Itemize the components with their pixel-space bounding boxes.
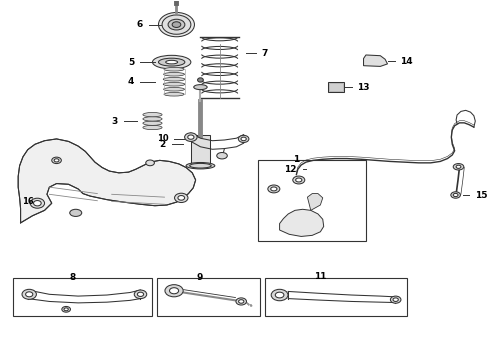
- Ellipse shape: [238, 135, 249, 143]
- Text: 1: 1: [293, 155, 299, 164]
- Polygon shape: [364, 55, 388, 66]
- Ellipse shape: [164, 67, 184, 71]
- Ellipse shape: [164, 72, 185, 76]
- Ellipse shape: [391, 296, 401, 303]
- Ellipse shape: [236, 298, 246, 305]
- Text: 8: 8: [69, 273, 75, 282]
- Ellipse shape: [137, 292, 144, 296]
- Ellipse shape: [143, 112, 162, 117]
- Text: 11: 11: [314, 272, 327, 281]
- Ellipse shape: [165, 285, 183, 297]
- Bar: [258, 160, 366, 241]
- Ellipse shape: [164, 93, 184, 96]
- Ellipse shape: [146, 160, 154, 166]
- Ellipse shape: [271, 289, 288, 301]
- Ellipse shape: [293, 176, 305, 184]
- Text: 7: 7: [262, 49, 268, 58]
- Ellipse shape: [162, 15, 191, 34]
- Ellipse shape: [197, 78, 203, 82]
- Ellipse shape: [158, 13, 195, 37]
- Text: 6: 6: [137, 20, 143, 29]
- Ellipse shape: [451, 192, 461, 198]
- Text: 13: 13: [357, 83, 370, 92]
- Ellipse shape: [241, 137, 246, 141]
- Ellipse shape: [170, 288, 179, 294]
- Ellipse shape: [393, 298, 398, 301]
- Ellipse shape: [166, 60, 178, 64]
- Ellipse shape: [158, 58, 185, 66]
- Ellipse shape: [164, 87, 185, 91]
- Ellipse shape: [143, 117, 162, 121]
- Text: 5: 5: [128, 58, 134, 67]
- Text: 15: 15: [475, 190, 488, 199]
- Ellipse shape: [163, 77, 185, 81]
- Polygon shape: [307, 194, 323, 210]
- Ellipse shape: [143, 125, 162, 130]
- Polygon shape: [280, 209, 324, 237]
- Ellipse shape: [270, 187, 277, 191]
- Ellipse shape: [168, 19, 185, 30]
- Ellipse shape: [22, 289, 36, 299]
- Ellipse shape: [453, 193, 458, 197]
- Ellipse shape: [163, 82, 185, 86]
- Ellipse shape: [456, 165, 461, 168]
- Text: 14: 14: [400, 57, 413, 66]
- Bar: [157, 278, 260, 316]
- Text: 3: 3: [112, 117, 118, 126]
- Ellipse shape: [143, 121, 162, 125]
- Ellipse shape: [25, 292, 33, 297]
- Text: 4: 4: [128, 77, 134, 86]
- Ellipse shape: [134, 290, 147, 298]
- Ellipse shape: [62, 306, 71, 312]
- Ellipse shape: [217, 153, 227, 159]
- Ellipse shape: [33, 201, 41, 206]
- Bar: [13, 278, 152, 316]
- Bar: [327, 82, 344, 93]
- Ellipse shape: [174, 193, 188, 203]
- Text: 9: 9: [196, 273, 203, 282]
- Ellipse shape: [453, 163, 464, 170]
- Ellipse shape: [54, 159, 59, 162]
- Ellipse shape: [152, 55, 191, 69]
- Ellipse shape: [190, 163, 211, 168]
- Ellipse shape: [178, 195, 185, 200]
- Ellipse shape: [30, 198, 45, 208]
- Bar: [191, 135, 210, 164]
- Ellipse shape: [186, 162, 215, 169]
- Text: 16: 16: [22, 197, 34, 206]
- Ellipse shape: [188, 135, 194, 139]
- Ellipse shape: [52, 157, 61, 163]
- Ellipse shape: [70, 209, 82, 216]
- Text: 10: 10: [157, 134, 168, 143]
- Ellipse shape: [268, 185, 280, 193]
- Polygon shape: [18, 139, 196, 223]
- Text: 12: 12: [284, 165, 296, 174]
- Bar: [265, 278, 407, 316]
- Bar: [329, 83, 343, 91]
- Ellipse shape: [172, 22, 181, 27]
- Text: 2: 2: [159, 140, 166, 149]
- Ellipse shape: [194, 85, 207, 90]
- Ellipse shape: [185, 133, 197, 141]
- Ellipse shape: [275, 292, 284, 298]
- Ellipse shape: [64, 308, 68, 311]
- Ellipse shape: [295, 178, 302, 182]
- Ellipse shape: [239, 300, 244, 303]
